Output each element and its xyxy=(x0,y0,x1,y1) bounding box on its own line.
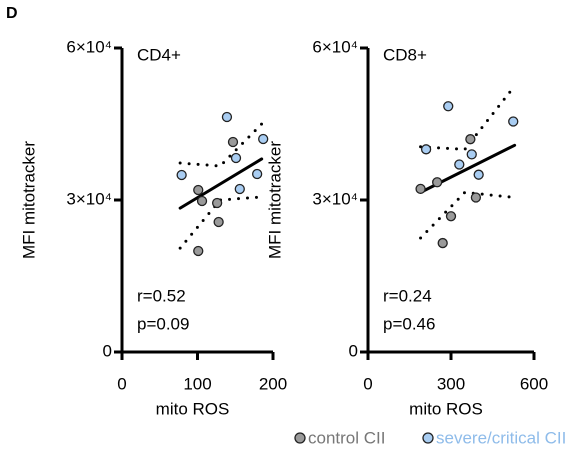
x-tick-label: 0 xyxy=(363,374,372,393)
data-point xyxy=(193,184,204,196)
data-point xyxy=(251,168,263,180)
data-point xyxy=(454,159,465,170)
data-point xyxy=(443,101,454,112)
data-point xyxy=(508,116,519,127)
data-point xyxy=(234,183,245,195)
y-axis-label: MFI mitotracker xyxy=(19,141,38,259)
y-tick-label: 6×10⁴ xyxy=(312,37,358,56)
data-point xyxy=(470,192,482,203)
annotation: r=0.52 xyxy=(137,286,186,305)
data-point xyxy=(193,245,204,257)
x-axis-label: mito ROS xyxy=(409,399,483,418)
annotation: p=0.09 xyxy=(137,314,189,333)
data-point xyxy=(432,177,443,188)
data-point xyxy=(227,136,239,148)
panel-label: D xyxy=(6,5,18,22)
y-tick-label: 0 xyxy=(103,341,112,360)
chart-title: CD8+ xyxy=(383,45,427,64)
data-point xyxy=(258,133,269,145)
legend-marker xyxy=(422,432,434,444)
confidence-band xyxy=(419,84,517,151)
data-point xyxy=(221,111,233,123)
data-point xyxy=(213,216,224,228)
fit-line xyxy=(178,157,264,210)
data-point xyxy=(465,134,476,145)
data-point xyxy=(211,197,223,209)
data-point xyxy=(176,169,187,181)
data-point xyxy=(196,195,208,207)
legend-label: control CII xyxy=(308,428,385,447)
confidence-band xyxy=(419,190,517,240)
data-point xyxy=(466,149,477,160)
x-tick-label: 300 xyxy=(437,374,465,393)
legend-label: severe/critical CII xyxy=(436,428,565,447)
annotation: r=0.24 xyxy=(383,286,432,305)
y-tick-label: 0 xyxy=(349,341,358,360)
data-point xyxy=(230,152,242,164)
data-point xyxy=(437,237,448,249)
y-tick-label: 6×10⁴ xyxy=(66,37,112,56)
data-point xyxy=(473,169,484,180)
data-point xyxy=(420,144,432,155)
legend-marker xyxy=(294,432,306,444)
chart-title: CD4+ xyxy=(137,45,181,64)
x-axis-label: mito ROS xyxy=(156,399,230,418)
confidence-band xyxy=(178,122,264,168)
x-tick-label: 100 xyxy=(183,374,211,393)
annotation: p=0.46 xyxy=(383,314,435,333)
x-tick-label: 200 xyxy=(259,374,287,393)
data-point xyxy=(445,211,457,222)
y-tick-label: 3×10⁴ xyxy=(312,189,358,208)
y-tick-label: 3×10⁴ xyxy=(66,189,112,208)
y-axis-label: MFI mitotracker xyxy=(265,141,284,259)
x-tick-label: 0 xyxy=(117,374,126,393)
data-point xyxy=(415,183,426,195)
x-tick-label: 600 xyxy=(520,374,548,393)
